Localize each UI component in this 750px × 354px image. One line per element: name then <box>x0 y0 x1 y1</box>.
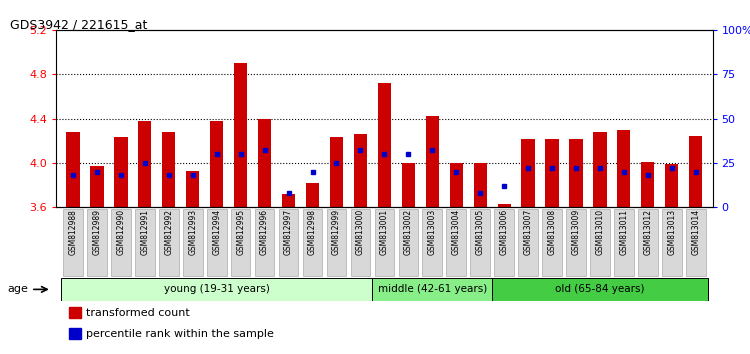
FancyBboxPatch shape <box>662 209 682 276</box>
FancyBboxPatch shape <box>63 209 82 276</box>
FancyBboxPatch shape <box>542 209 562 276</box>
Text: GSM813004: GSM813004 <box>452 209 460 256</box>
FancyBboxPatch shape <box>492 278 708 301</box>
Bar <box>569 138 583 207</box>
Bar <box>114 137 128 207</box>
Bar <box>67 132 80 207</box>
Text: GSM813003: GSM813003 <box>427 209 436 256</box>
Bar <box>473 163 487 207</box>
Bar <box>282 194 296 207</box>
FancyBboxPatch shape <box>279 209 298 276</box>
FancyBboxPatch shape <box>183 209 203 276</box>
Bar <box>402 163 415 207</box>
Text: GSM813014: GSM813014 <box>692 209 700 255</box>
FancyBboxPatch shape <box>303 209 322 276</box>
FancyBboxPatch shape <box>350 209 370 276</box>
FancyBboxPatch shape <box>446 209 466 276</box>
Bar <box>138 121 152 207</box>
Text: GSM812993: GSM812993 <box>188 209 197 255</box>
Text: GSM813006: GSM813006 <box>500 209 508 256</box>
Text: GSM812999: GSM812999 <box>332 209 341 255</box>
Text: GSM812997: GSM812997 <box>284 209 293 255</box>
Text: GSM812989: GSM812989 <box>92 209 101 255</box>
Bar <box>641 162 655 207</box>
Text: old (65-84 years): old (65-84 years) <box>555 284 645 295</box>
FancyBboxPatch shape <box>494 209 514 276</box>
Bar <box>378 83 391 207</box>
FancyBboxPatch shape <box>686 209 706 276</box>
FancyBboxPatch shape <box>566 209 586 276</box>
Text: GSM812995: GSM812995 <box>236 209 245 255</box>
FancyBboxPatch shape <box>398 209 418 276</box>
FancyBboxPatch shape <box>87 209 106 276</box>
Bar <box>210 121 224 207</box>
FancyBboxPatch shape <box>159 209 178 276</box>
Text: young (19-31 years): young (19-31 years) <box>164 284 270 295</box>
Text: GSM812988: GSM812988 <box>68 209 77 255</box>
Bar <box>306 183 319 207</box>
FancyBboxPatch shape <box>207 209 226 276</box>
Bar <box>258 119 272 207</box>
Text: GSM813002: GSM813002 <box>404 209 412 255</box>
Text: GSM812998: GSM812998 <box>308 209 317 255</box>
Text: GSM813008: GSM813008 <box>548 209 556 255</box>
Text: GSM813001: GSM813001 <box>380 209 388 255</box>
FancyBboxPatch shape <box>638 209 658 276</box>
FancyBboxPatch shape <box>373 278 492 301</box>
FancyBboxPatch shape <box>327 209 346 276</box>
FancyBboxPatch shape <box>518 209 538 276</box>
Bar <box>689 136 702 207</box>
FancyBboxPatch shape <box>422 209 442 276</box>
Text: GSM813007: GSM813007 <box>524 209 532 256</box>
FancyBboxPatch shape <box>135 209 154 276</box>
Bar <box>354 134 367 207</box>
Text: transformed count: transformed count <box>86 308 190 318</box>
FancyBboxPatch shape <box>614 209 634 276</box>
Text: GSM812991: GSM812991 <box>140 209 149 255</box>
Text: middle (42-61 years): middle (42-61 years) <box>378 284 487 295</box>
Bar <box>426 116 439 207</box>
Text: GSM813011: GSM813011 <box>620 209 628 255</box>
Bar <box>545 138 559 207</box>
Text: GSM813013: GSM813013 <box>668 209 676 255</box>
Bar <box>69 307 81 318</box>
Bar <box>593 132 607 207</box>
Bar <box>330 137 343 207</box>
Text: percentile rank within the sample: percentile rank within the sample <box>86 329 274 339</box>
FancyBboxPatch shape <box>470 209 490 276</box>
Text: GSM812994: GSM812994 <box>212 209 221 255</box>
Text: GSM812990: GSM812990 <box>116 209 125 255</box>
Text: GSM813009: GSM813009 <box>572 209 580 256</box>
Bar <box>665 164 678 207</box>
Bar <box>521 138 535 207</box>
Bar <box>617 130 631 207</box>
FancyBboxPatch shape <box>255 209 274 276</box>
Text: GDS3942 / 221615_at: GDS3942 / 221615_at <box>10 18 148 31</box>
FancyBboxPatch shape <box>61 278 373 301</box>
Bar <box>91 166 104 207</box>
Text: GSM813005: GSM813005 <box>476 209 484 256</box>
Bar <box>162 132 176 207</box>
Bar <box>69 328 81 339</box>
FancyBboxPatch shape <box>111 209 130 276</box>
Bar <box>186 171 200 207</box>
Text: GSM812992: GSM812992 <box>164 209 173 255</box>
Bar <box>497 204 511 207</box>
Text: GSM813000: GSM813000 <box>356 209 365 256</box>
FancyBboxPatch shape <box>231 209 251 276</box>
Bar <box>450 163 463 207</box>
Text: GSM813012: GSM813012 <box>644 209 652 255</box>
Text: age: age <box>8 284 28 294</box>
FancyBboxPatch shape <box>590 209 610 276</box>
FancyBboxPatch shape <box>374 209 394 276</box>
Bar <box>234 63 248 207</box>
Text: GSM813010: GSM813010 <box>596 209 604 255</box>
Text: GSM812996: GSM812996 <box>260 209 269 255</box>
